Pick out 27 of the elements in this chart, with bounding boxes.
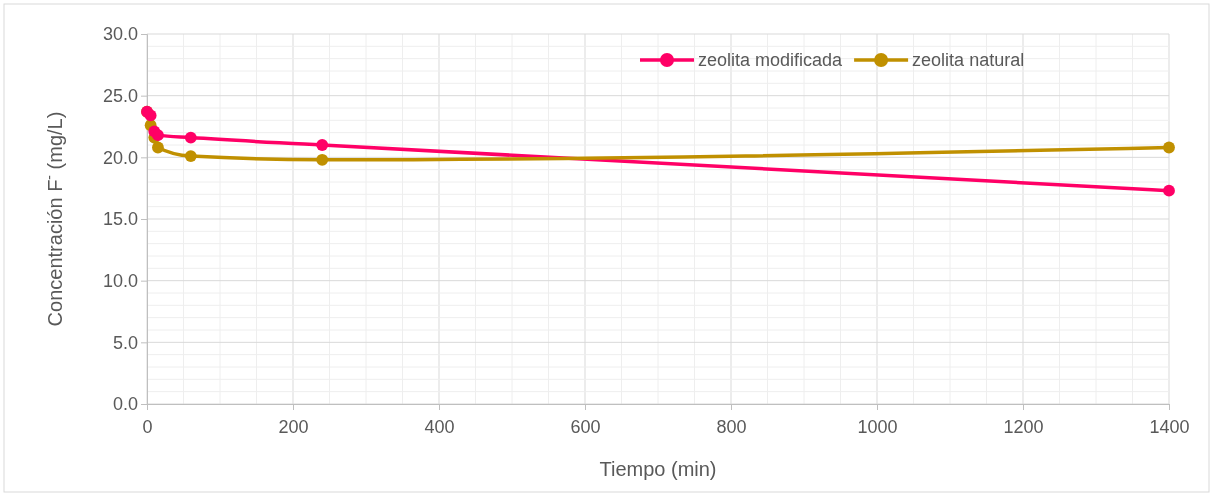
point	[1163, 141, 1175, 154]
x-tick-label: 1400	[1149, 416, 1190, 437]
y-tick-label: 10.0	[102, 270, 138, 291]
y-tick-label: 20.0	[102, 147, 138, 168]
point	[316, 139, 329, 151]
y-tick-label: 30.0	[102, 24, 138, 45]
point	[152, 129, 164, 142]
point	[316, 153, 329, 166]
point	[144, 109, 157, 122]
point	[184, 150, 197, 163]
x-tick-label: 200	[278, 416, 309, 437]
x-tick-label: 600	[570, 416, 601, 437]
x-tick-label: 1000	[857, 416, 898, 437]
legend-label: zeolita modificada	[698, 50, 844, 71]
legend-label: zeolita natural	[912, 50, 1025, 71]
x-tick-label: 0	[142, 416, 153, 437]
point	[1163, 184, 1175, 197]
y-tick-label: 15.0	[102, 209, 138, 230]
x-tick-label: 800	[716, 416, 747, 437]
y-tick-label: 25.0	[102, 85, 138, 106]
y-tick-label: 0.0	[112, 394, 138, 415]
x-axis-title: Tiempo (min)	[599, 458, 717, 480]
point	[184, 131, 197, 144]
x-tick-label: 400	[424, 416, 455, 437]
x-tick-label: 1200	[1003, 416, 1044, 437]
point	[152, 141, 164, 154]
y-tick-label: 5.0	[112, 332, 138, 353]
